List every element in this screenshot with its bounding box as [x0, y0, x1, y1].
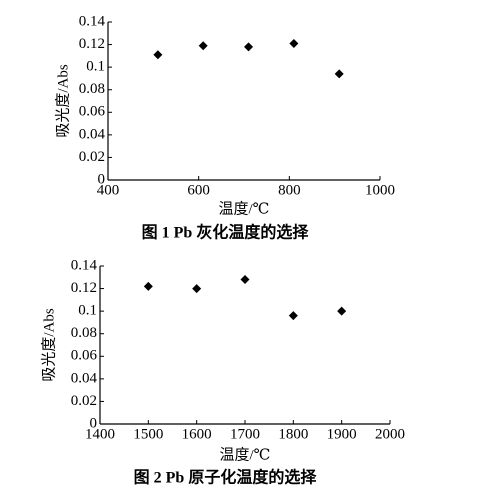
y-tick-label: 0.1: [78, 303, 97, 319]
x-tick-label: 600: [187, 182, 210, 198]
chart-title: 图 2 Pb 原子化温度的选择: [134, 468, 318, 487]
x-tick-label: 800: [278, 182, 301, 198]
data-point: [334, 69, 344, 79]
x-tick-label: 1400: [85, 426, 115, 442]
data-point: [192, 284, 202, 294]
x-tick-label: 1500: [133, 426, 163, 442]
x-tick-label: 1900: [327, 426, 357, 442]
y-tick-label: 0: [98, 171, 106, 187]
x-axis-label: 温度/℃: [219, 200, 270, 217]
y-axis-label: 吸光度/Abs: [40, 308, 57, 382]
y-tick-label: 0: [90, 415, 98, 431]
y-axis-label: 吸光度/Abs: [54, 64, 71, 138]
data-point: [337, 306, 347, 316]
y-tick-label: 0.04: [71, 370, 98, 386]
x-tick-label: 1600: [182, 426, 212, 442]
data-point: [198, 41, 208, 51]
y-tick-label: 0.14: [79, 13, 106, 29]
y-tick-label: 0.06: [71, 348, 98, 364]
x-tick-label: 1700: [230, 426, 260, 442]
y-tick-label: 0.02: [71, 393, 97, 409]
data-point: [153, 50, 163, 60]
x-tick-label: 1000: [365, 182, 395, 198]
data-point: [244, 42, 254, 52]
x-axis-label: 温度/℃: [220, 446, 271, 463]
y-tick-label: 0.08: [71, 325, 97, 341]
y-tick-label: 0.12: [71, 280, 97, 296]
y-tick-label: 0.02: [79, 149, 105, 165]
data-point: [288, 311, 298, 321]
data-point: [240, 275, 250, 285]
x-tick-label: 400: [97, 182, 120, 198]
data-point: [143, 281, 153, 291]
y-tick-label: 0.12: [79, 36, 105, 52]
y-tick-label: 0.14: [71, 257, 98, 273]
y-tick-label: 0.04: [79, 126, 106, 142]
x-tick-label: 1800: [278, 426, 308, 442]
chart-title: 图 1 Pb 灰化温度的选择: [142, 223, 310, 242]
x-tick-label: 2000: [375, 426, 405, 442]
y-tick-label: 0.08: [79, 81, 105, 97]
y-tick-label: 0.06: [79, 104, 106, 120]
data-point: [289, 38, 299, 48]
y-tick-label: 0.1: [86, 59, 105, 75]
